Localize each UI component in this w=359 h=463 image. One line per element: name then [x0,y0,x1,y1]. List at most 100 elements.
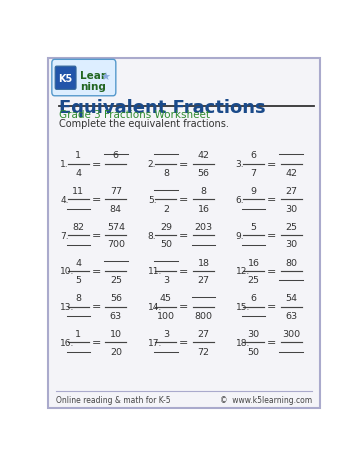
Text: Grade 3 Fractions Worksheet: Grade 3 Fractions Worksheet [59,110,210,120]
Text: =: = [267,266,276,276]
Text: 42: 42 [197,151,209,160]
Text: 6: 6 [251,294,257,303]
Text: 63: 63 [285,311,297,320]
Text: 574: 574 [107,222,125,232]
Text: 84: 84 [110,204,122,213]
Text: =: = [267,338,276,348]
FancyBboxPatch shape [48,59,320,408]
Text: =: = [179,231,189,241]
Text: 10.: 10. [60,267,75,276]
Text: =: = [92,302,101,312]
Text: 4: 4 [75,258,81,267]
Text: 27: 27 [197,329,209,338]
Text: 16: 16 [197,204,209,213]
Text: 2.: 2. [148,160,156,169]
Text: 5: 5 [251,222,257,232]
Text: 50: 50 [248,347,260,356]
Text: 82: 82 [72,222,84,232]
Text: 12.: 12. [236,267,250,276]
Text: =: = [179,195,189,205]
Text: 1: 1 [75,151,81,160]
Text: Complete the equivalent fractions.: Complete the equivalent fractions. [59,119,229,129]
Text: 45: 45 [160,294,172,303]
Text: 63: 63 [110,311,122,320]
Text: 80: 80 [285,258,297,267]
Text: Lear: Lear [80,70,106,81]
Text: 3: 3 [163,329,169,338]
Text: 13.: 13. [60,302,75,312]
Text: K5: K5 [59,74,73,83]
Text: 3: 3 [163,275,169,284]
FancyBboxPatch shape [52,60,116,97]
Text: 30: 30 [285,204,297,213]
Text: 14.: 14. [148,302,162,312]
Text: ©  www.k5learning.com: © www.k5learning.com [220,395,312,404]
Text: =: = [179,159,189,169]
Text: 8.: 8. [148,231,157,240]
Text: =: = [92,231,101,241]
Text: 25: 25 [110,275,122,284]
Text: =: = [267,302,276,312]
Text: 7: 7 [251,169,257,177]
Text: =: = [267,159,276,169]
Text: 700: 700 [107,240,125,249]
Text: 1.: 1. [60,160,69,169]
Text: 56: 56 [197,169,209,177]
Text: 42: 42 [285,169,297,177]
Text: 800: 800 [195,311,213,320]
Text: 100: 100 [157,311,175,320]
Text: 203: 203 [195,222,213,232]
Text: 18: 18 [197,258,209,267]
Text: 9.: 9. [236,231,244,240]
Text: 16: 16 [248,258,260,267]
Text: 50: 50 [160,240,172,249]
Text: 27: 27 [197,275,209,284]
Text: 300: 300 [282,329,300,338]
Text: =: = [179,266,189,276]
Text: ning: ning [80,81,106,92]
Text: =: = [267,195,276,205]
Text: 4.: 4. [60,195,69,205]
Text: =: = [267,231,276,241]
Text: 5: 5 [75,275,81,284]
Text: 77: 77 [110,187,122,196]
Text: 17.: 17. [148,338,162,347]
Text: 4: 4 [75,169,81,177]
Text: 54: 54 [285,294,297,303]
Text: =: = [179,338,189,348]
Text: 29: 29 [160,222,172,232]
Text: 1: 1 [75,329,81,338]
Text: 6: 6 [113,151,119,160]
Text: 72: 72 [197,347,209,356]
Text: 10: 10 [110,329,122,338]
Text: 30: 30 [285,240,297,249]
Text: 56: 56 [110,294,122,303]
Text: 8: 8 [163,169,169,177]
Text: 8: 8 [200,187,206,196]
Text: 25: 25 [248,275,260,284]
Text: Equivalent Fractions: Equivalent Fractions [59,99,266,117]
Text: =: = [92,195,101,205]
Text: 6: 6 [251,151,257,160]
Text: 25: 25 [285,222,297,232]
Text: 5.: 5. [148,195,157,205]
Text: =: = [92,338,101,348]
Text: 27: 27 [285,187,297,196]
Text: 2: 2 [163,204,169,213]
Text: 8: 8 [75,294,81,303]
Text: =: = [92,266,101,276]
Text: 7.: 7. [60,231,69,240]
Text: 11: 11 [72,187,84,196]
Text: 16.: 16. [60,338,75,347]
Text: 3.: 3. [236,160,244,169]
Text: 11.: 11. [148,267,162,276]
Text: 30: 30 [247,329,260,338]
Text: 9: 9 [251,187,257,196]
Text: 18.: 18. [236,338,250,347]
Text: =: = [179,302,189,312]
Text: 6.: 6. [236,195,244,205]
Text: Online reading & math for K-5: Online reading & math for K-5 [56,395,171,404]
Text: ★: ★ [101,73,111,83]
Text: =: = [92,159,101,169]
Text: 15.: 15. [236,302,250,312]
